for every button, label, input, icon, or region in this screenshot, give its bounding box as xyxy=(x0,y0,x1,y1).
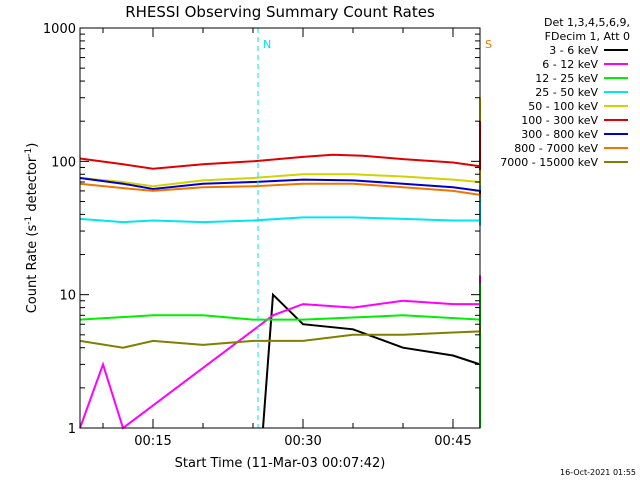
x-tick-label: 00:30 xyxy=(284,434,321,449)
legend-header-line-1: Det 1,3,4,5,6,9, xyxy=(544,16,630,29)
legend-label-8: 7000 - 15000 keV xyxy=(500,156,598,169)
y-axis-title-mid: detector xyxy=(25,156,40,216)
legend: Det 1,3,4,5,6,9, FDecim 1, Att 0 3 - 6 k… xyxy=(500,16,630,169)
series-line-8 xyxy=(79,326,481,349)
x-tick-label: 00:15 xyxy=(134,434,171,449)
y-axis-title-sup1: -1 xyxy=(24,216,34,225)
y-tick-label: 100 xyxy=(51,155,76,170)
marker-label-0: N xyxy=(263,38,271,51)
legend-label-4: 50 - 100 keV xyxy=(528,100,598,113)
y-axis-title-sup2: -1 xyxy=(24,148,34,157)
series-line-5 xyxy=(79,121,481,171)
y-axis-title: Count Rate (s-1 detector-1) xyxy=(24,143,40,314)
y-tick-label: 1 xyxy=(68,422,76,437)
legend-label-5: 100 - 300 keV xyxy=(521,114,598,127)
y-axis-title-part: Count Rate (s xyxy=(25,225,40,314)
x-axis: 00:15 00:30 00:45 xyxy=(102,28,472,449)
legend-label-2: 12 - 25 keV xyxy=(535,72,598,85)
y-axis: 1 10 100 1000 xyxy=(43,22,480,437)
y-axis-title-end: ) xyxy=(25,143,40,148)
series-line-6 xyxy=(79,177,481,195)
legend-label-0: 3 - 6 keV xyxy=(549,44,598,57)
x-axis-title: Start Time (11-Mar-03 00:07:42) xyxy=(175,456,386,471)
y-tick-label: 10 xyxy=(59,289,76,304)
series-line-0 xyxy=(262,292,481,429)
series-line-2 xyxy=(79,284,481,428)
legend-label-6: 300 - 800 keV xyxy=(521,128,598,141)
legend-label-7: 800 - 7000 keV xyxy=(514,142,598,155)
series-line-1 xyxy=(79,275,481,430)
x-tick-label: 00:45 xyxy=(434,434,471,449)
chart-title: RHESSI Observing Summary Count Rates xyxy=(125,3,435,21)
marker-label-1: S xyxy=(485,38,492,51)
series-line-4 xyxy=(79,97,481,188)
legend-header-line-2: FDecim 1, Att 0 xyxy=(545,30,630,43)
timestamp: 16-Oct-2021 01:55 xyxy=(560,468,636,477)
legend-label-1: 6 - 12 keV xyxy=(542,58,598,71)
legend-label-3: 25 - 50 keV xyxy=(535,86,598,99)
plot-frame xyxy=(79,27,481,429)
y-tick-label: 1000 xyxy=(43,22,76,37)
